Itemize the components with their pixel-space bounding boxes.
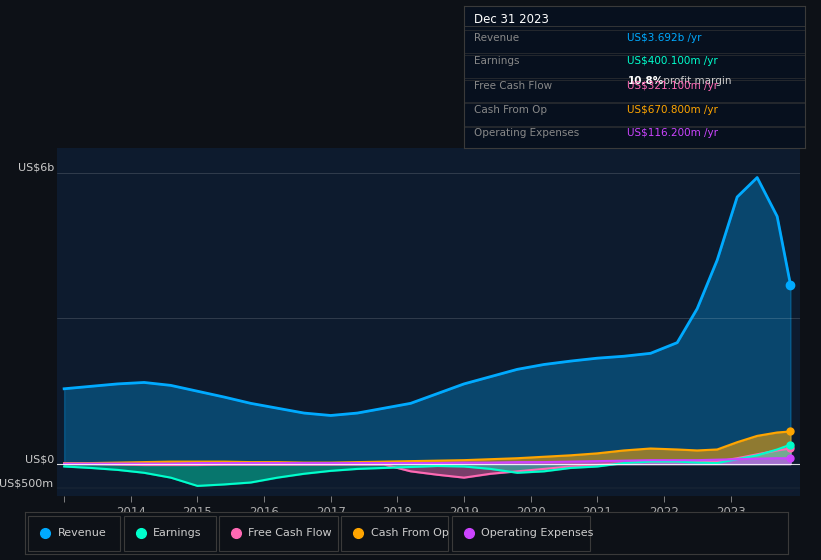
Text: 10.8%: 10.8% xyxy=(627,76,663,86)
Text: Operating Expenses: Operating Expenses xyxy=(474,128,580,138)
Text: US$670.800m /yr: US$670.800m /yr xyxy=(627,105,718,115)
Text: Dec 31 2023: Dec 31 2023 xyxy=(474,13,549,26)
Text: Cash From Op: Cash From Op xyxy=(474,105,547,115)
Text: Cash From Op: Cash From Op xyxy=(370,529,448,538)
Text: Free Cash Flow: Free Cash Flow xyxy=(248,529,332,538)
Text: profit margin: profit margin xyxy=(660,76,732,86)
Text: Free Cash Flow: Free Cash Flow xyxy=(474,81,553,91)
Text: US$6b: US$6b xyxy=(17,162,53,172)
Text: Earnings: Earnings xyxy=(153,529,201,538)
Text: US$0: US$0 xyxy=(25,454,53,464)
Text: US$321.100m /yr: US$321.100m /yr xyxy=(627,81,718,91)
Text: US$3.692b /yr: US$3.692b /yr xyxy=(627,32,702,43)
Text: Revenue: Revenue xyxy=(57,529,106,538)
Text: US$116.200m /yr: US$116.200m /yr xyxy=(627,128,718,138)
Text: Revenue: Revenue xyxy=(474,32,519,43)
Text: Operating Expenses: Operating Expenses xyxy=(481,529,594,538)
Text: Earnings: Earnings xyxy=(474,57,520,66)
Text: -US$500m: -US$500m xyxy=(0,478,53,488)
Text: US$400.100m /yr: US$400.100m /yr xyxy=(627,57,718,66)
